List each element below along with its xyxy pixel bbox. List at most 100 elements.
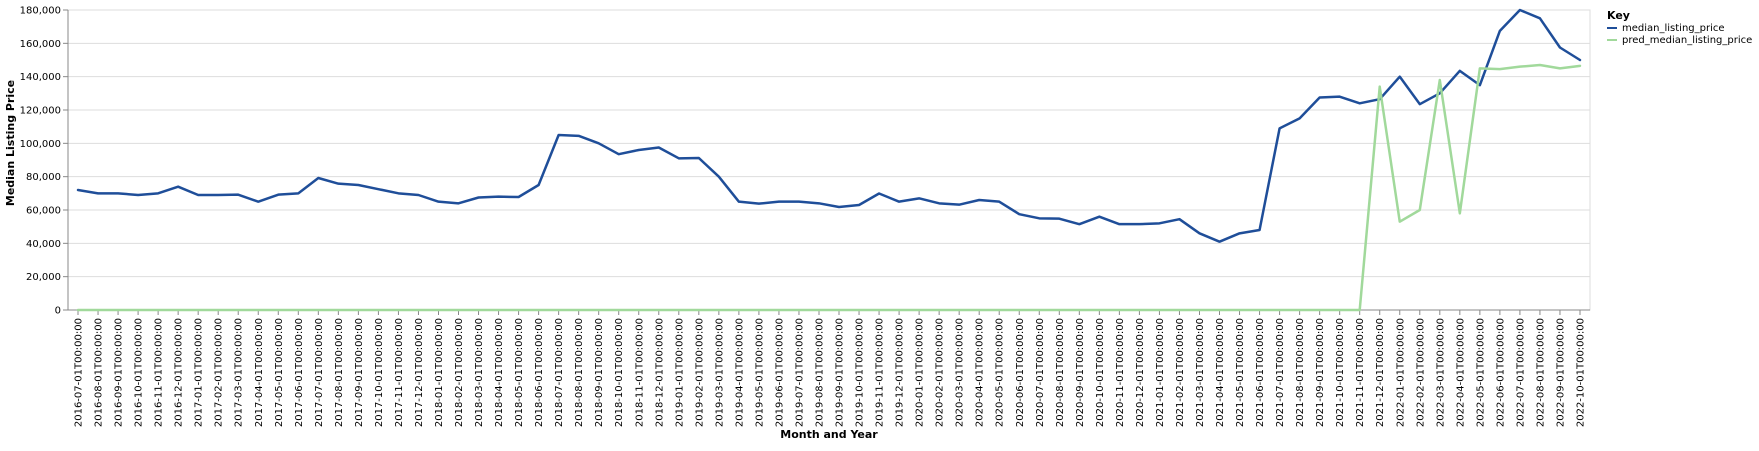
- x-tick-label: 2016-07-01T00:00:00: [74, 318, 85, 427]
- y-tick-label: 40,000: [26, 239, 61, 250]
- y-tick-label: 80,000: [26, 172, 61, 183]
- y-axis-title: Median Listing Price: [4, 80, 17, 206]
- x-tick-label: 2017-03-01T00:00:00: [234, 318, 245, 427]
- x-tick-label: 2022-08-01T00:00:00: [1535, 318, 1546, 427]
- x-tick-label: 2018-01-01T00:00:00: [434, 318, 445, 427]
- y-tick-label: 20,000: [26, 272, 61, 283]
- x-tick-label: 2016-10-01T00:00:00: [134, 318, 145, 427]
- x-tick-label: 2018-02-01T00:00:00: [454, 318, 465, 427]
- y-tick-label: 160,000: [20, 39, 61, 50]
- y-tick-label: 0: [55, 306, 61, 317]
- x-tick-label: 2022-09-01T00:00:00: [1555, 318, 1566, 427]
- x-tick-label: 2019-05-01T00:00:00: [754, 318, 765, 427]
- x-tick-label: 2017-05-01T00:00:00: [274, 318, 285, 427]
- x-tick-label: 2017-01-01T00:00:00: [194, 318, 205, 427]
- legend-title: Key: [1607, 9, 1630, 22]
- x-tick-label: 2021-08-01T00:00:00: [1295, 318, 1306, 427]
- x-tick-label: 2019-01-01T00:00:00: [674, 318, 685, 427]
- x-tick-label: 2019-03-01T00:00:00: [714, 318, 725, 427]
- x-tick-label: 2016-09-01T00:00:00: [114, 318, 125, 427]
- legend-label: median_listing_price: [1622, 23, 1725, 34]
- x-tick-label: 2018-07-01T00:00:00: [554, 318, 565, 427]
- x-tick-label: 2020-12-01T00:00:00: [1135, 318, 1146, 427]
- x-tick-label: 2017-09-01T00:00:00: [354, 318, 365, 427]
- x-tick-label: 2021-04-01T00:00:00: [1215, 318, 1226, 427]
- x-tick-label: 2021-12-01T00:00:00: [1375, 318, 1386, 427]
- x-tick-label: 2020-07-01T00:00:00: [1035, 318, 1046, 427]
- x-tick-label: 2020-06-01T00:00:00: [1015, 318, 1026, 427]
- y-tick-label: 60,000: [26, 206, 61, 217]
- plot-frame: [67, 9, 1591, 311]
- x-tick-label: 2020-02-01T00:00:00: [935, 318, 946, 427]
- x-tick-label: 2020-03-01T00:00:00: [955, 318, 966, 427]
- x-tick-label: 2020-09-01T00:00:00: [1075, 318, 1086, 427]
- x-tick-label: 2018-06-01T00:00:00: [534, 318, 545, 427]
- x-tick-label: 2022-04-01T00:00:00: [1455, 318, 1466, 427]
- x-tick-label: 2018-09-01T00:00:00: [594, 318, 605, 427]
- x-tick-label: 2018-12-01T00:00:00: [654, 318, 665, 427]
- x-tick-label: 2019-07-01T00:00:00: [794, 318, 805, 427]
- x-tick-label: 2022-05-01T00:00:00: [1475, 318, 1486, 427]
- x-tick-label: 2021-06-01T00:00:00: [1255, 318, 1266, 427]
- x-tick-label: 2020-10-01T00:00:00: [1095, 318, 1106, 427]
- x-tick-label: 2017-12-01T00:00:00: [414, 318, 425, 427]
- y-tick-label: 180,000: [20, 6, 61, 17]
- x-tick-label: 2016-08-01T00:00:00: [94, 318, 105, 427]
- series-line-median_listing_price: [76, 8, 1582, 243]
- gridlines: [67, 9, 1591, 311]
- x-tick-label: 2021-03-01T00:00:00: [1195, 318, 1206, 427]
- x-tick-label: 2022-03-01T00:00:00: [1435, 318, 1446, 427]
- series-line-pred_median_listing_price: [76, 63, 1582, 312]
- y-tick-label: 120,000: [20, 106, 61, 117]
- legend: Key median_listing_pricepred_median_list…: [1607, 9, 1752, 46]
- x-tick-label: 2020-05-01T00:00:00: [995, 318, 1006, 427]
- x-tick-label: 2016-12-01T00:00:00: [174, 318, 185, 427]
- x-tick-label: 2019-06-01T00:00:00: [774, 318, 785, 427]
- x-tick-label: 2022-07-01T00:00:00: [1515, 318, 1526, 427]
- x-tick-label: 2019-12-01T00:00:00: [895, 318, 906, 427]
- x-tick-label: 2021-09-01T00:00:00: [1315, 318, 1326, 427]
- x-tick-label: 2019-11-01T00:00:00: [875, 318, 886, 427]
- x-tick-label: 2017-07-01T00:00:00: [314, 318, 325, 427]
- x-tick-label: 2020-08-01T00:00:00: [1055, 318, 1066, 427]
- x-tick-label: 2019-08-01T00:00:00: [814, 318, 825, 427]
- x-tick-label: 2019-09-01T00:00:00: [835, 318, 846, 427]
- axes: 0 20,000 40,000 60,000 80,000 100,000 120,000 1…: [20, 6, 1590, 427]
- x-tick-label: 2018-10-01T00:00:00: [614, 318, 625, 427]
- x-tick-label: 2018-05-01T00:00:00: [514, 318, 525, 427]
- x-tick-label: 2022-01-01T00:00:00: [1395, 318, 1406, 427]
- x-tick-label: 2018-11-01T00:00:00: [634, 318, 645, 427]
- x-tick-label: 2021-02-01T00:00:00: [1175, 318, 1186, 427]
- x-tick-label: 2017-06-01T00:00:00: [294, 318, 305, 427]
- x-tick-label: 2018-04-01T00:00:00: [494, 318, 505, 427]
- x-tick-label: 2017-04-01T00:00:00: [254, 318, 265, 427]
- x-tick-label: 2022-10-01T00:00:00: [1575, 318, 1586, 427]
- x-tick-label: 2019-02-01T00:00:00: [694, 318, 705, 427]
- x-tick-label: 2017-02-01T00:00:00: [214, 318, 225, 427]
- y-tick-label: 100,000: [20, 139, 61, 150]
- y-tick-label: 140,000: [20, 72, 61, 83]
- x-axis-title: Month and Year: [780, 428, 878, 441]
- x-tick-label: 2018-03-01T00:00:00: [474, 318, 485, 427]
- x-tick-label: 2017-11-01T00:00:00: [394, 318, 405, 427]
- legend-label: pred_median_listing_price: [1622, 35, 1752, 46]
- x-tick-label: 2016-11-01T00:00:00: [154, 318, 165, 427]
- x-tick-label: 2019-04-01T00:00:00: [734, 318, 745, 427]
- x-tick-label: 2020-04-01T00:00:00: [975, 318, 986, 427]
- x-tick-label: 2020-01-01T00:00:00: [915, 318, 926, 427]
- x-tick-label: 2019-10-01T00:00:00: [855, 318, 866, 427]
- series-lines: [76, 8, 1582, 312]
- x-tick-label: 2022-06-01T00:00:00: [1495, 318, 1506, 427]
- x-tick-label: 2021-07-01T00:00:00: [1275, 318, 1286, 427]
- x-tick-label: 2022-02-01T00:00:00: [1415, 318, 1426, 427]
- x-tick-label: 2021-01-01T00:00:00: [1155, 318, 1166, 427]
- x-tick-label: 2018-08-01T00:00:00: [574, 318, 585, 427]
- x-tick-label: 2021-11-01T00:00:00: [1355, 318, 1366, 427]
- x-tick-label: 2017-08-01T00:00:00: [334, 318, 345, 427]
- x-tick-label: 2017-10-01T00:00:00: [374, 318, 385, 427]
- x-tick-label: 2021-10-01T00:00:00: [1335, 318, 1346, 427]
- x-tick-label: 2020-11-01T00:00:00: [1115, 318, 1126, 427]
- x-tick-label: 2021-05-01T00:00:00: [1235, 318, 1246, 427]
